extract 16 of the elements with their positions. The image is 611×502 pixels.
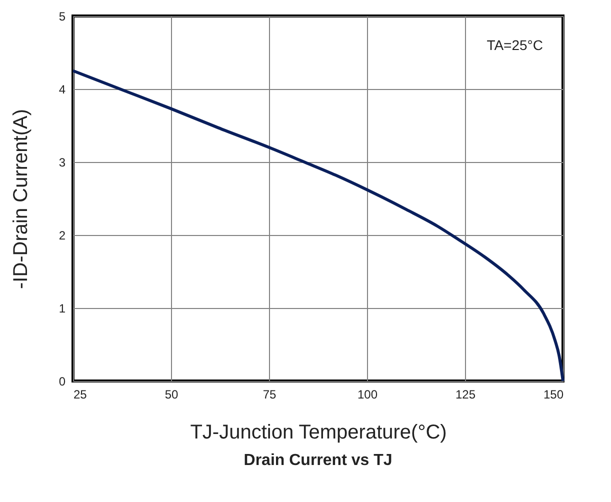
- y-tick-label: 3: [58, 156, 66, 170]
- x-axis-title: TJ-Junction Temperature(°C): [190, 422, 447, 444]
- y-tick-label: 0: [58, 374, 66, 388]
- y-tick-label: 5: [58, 10, 66, 24]
- y-tick-label: 2: [58, 228, 66, 242]
- x-tick-label: 150: [543, 388, 564, 402]
- y-axis-title: -ID-Drain Current(A): [10, 108, 32, 290]
- x-tick-label: 50: [164, 388, 178, 402]
- x-tick-label: 125: [455, 388, 476, 402]
- annotation: TA=25°C: [486, 37, 543, 53]
- y-tick-label: 4: [58, 82, 66, 96]
- x-tick-label: 25: [74, 388, 88, 402]
- y-tick-label: 1: [58, 302, 66, 316]
- x-tick-label: 75: [262, 388, 276, 402]
- text: Drain Current vs TJ: [244, 452, 392, 469]
- x-tick-label: 100: [357, 388, 378, 402]
